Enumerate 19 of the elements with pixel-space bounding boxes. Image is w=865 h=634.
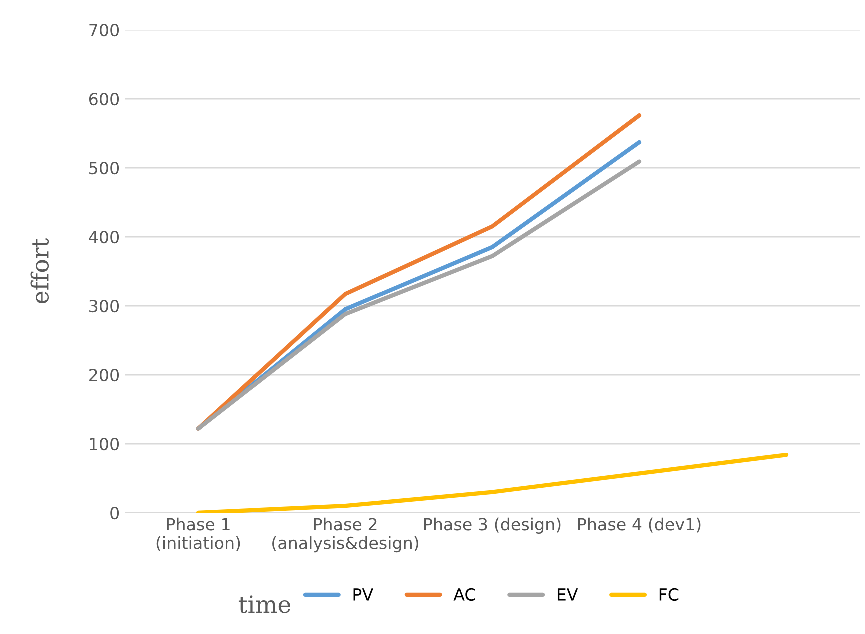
line-series bbox=[196, 452, 789, 513]
y-tick-label: 0 bbox=[110, 506, 120, 520]
y-tick-label: 300 bbox=[90, 300, 120, 313]
legend-label: FC bbox=[660, 588, 679, 602]
y-tick-label: 700 bbox=[90, 24, 120, 37]
legend-label: PV bbox=[354, 588, 374, 601]
x-tick-label: Phase 2 (analysis&design) bbox=[272, 518, 418, 553]
y-tick-label: 500 bbox=[90, 162, 120, 175]
y-tick-label: 600 bbox=[89, 92, 120, 106]
legend-label: AC bbox=[454, 588, 476, 602]
y-tick-label: 200 bbox=[90, 368, 120, 382]
y-axis-title: effort bbox=[30, 238, 50, 304]
x-axis-title: time bbox=[238, 596, 291, 614]
x-tick-label: Phase 1 (initiation) bbox=[156, 518, 240, 552]
x-tick-label: Phase 4 (dev1) bbox=[578, 518, 701, 533]
legend-label: EV bbox=[558, 588, 578, 601]
y-tick-label: 100 bbox=[90, 438, 120, 451]
y-tick-label: 400 bbox=[89, 230, 120, 244]
x-tick-label: Phase 3 (design) bbox=[424, 518, 561, 534]
